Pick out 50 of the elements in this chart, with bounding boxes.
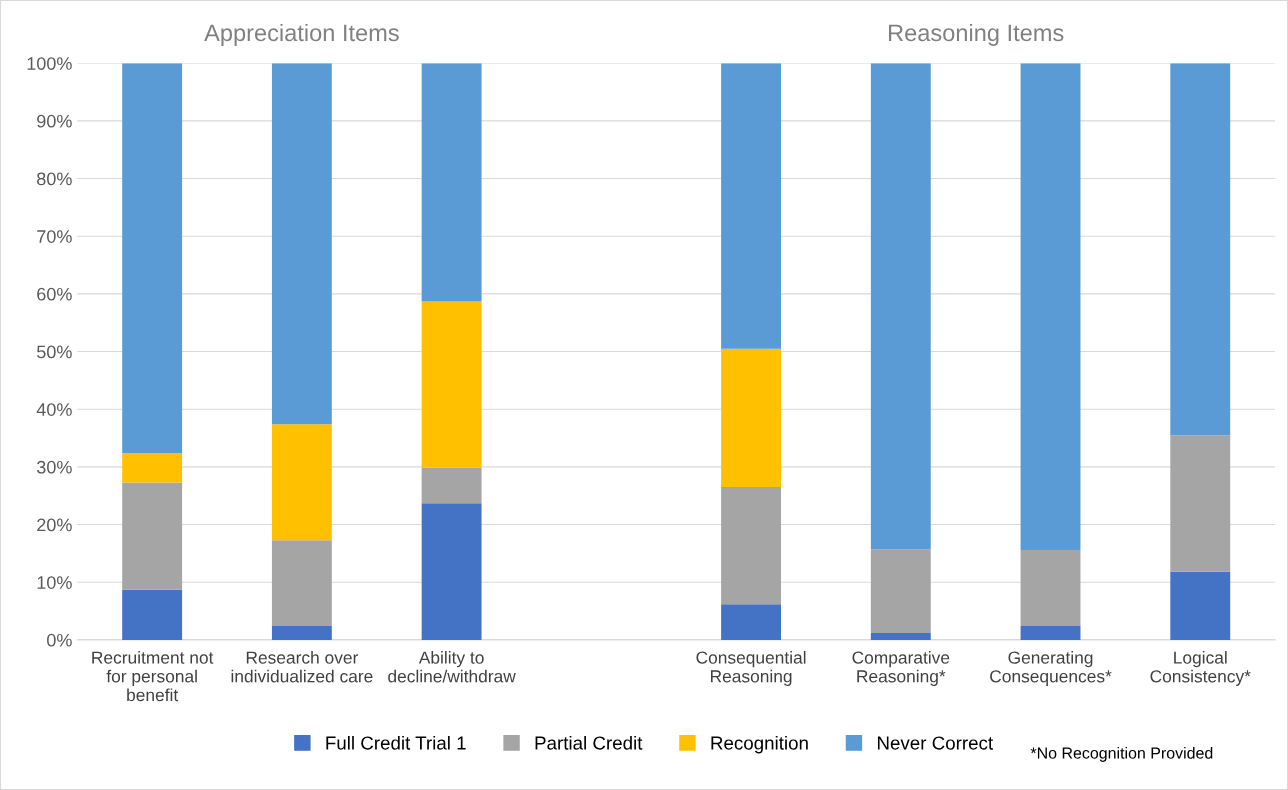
y-tick-label: 100% [27, 57, 72, 70]
text: *No Recognition Provided [1030, 747, 1213, 762]
y-tick-label: 20% [37, 518, 72, 532]
y-tick-label: 70% [37, 230, 72, 243]
bar [122, 63, 183, 454]
bar [870, 632, 931, 640]
bar [271, 540, 332, 627]
text: Appreciation Items [204, 23, 399, 46]
legend-label: Partial Credit [535, 735, 643, 750]
x-tick-label: Research over individualized care [231, 651, 373, 683]
bar [1020, 626, 1081, 640]
y-tick-label: 90% [37, 114, 72, 128]
x-tick-label: Consequential Reasoning [696, 651, 806, 686]
bar [870, 63, 931, 550]
bar [721, 604, 782, 640]
bar [271, 626, 332, 640]
bar [421, 301, 482, 468]
x-tick-label: Logical Consistency* [1150, 651, 1251, 686]
y-tick-label: 10% [37, 576, 72, 589]
bar [271, 63, 332, 425]
bar [1170, 435, 1231, 572]
bar [122, 482, 183, 590]
y-tick-label: 30% [36, 460, 72, 474]
x-tick-label: Comparative Reasoning* [852, 651, 950, 686]
legend-label: Full Credit Trial 1 [326, 735, 466, 750]
bar [870, 549, 931, 633]
y-tick-label: 60% [37, 287, 72, 301]
y-tick-label: 50% [37, 345, 72, 359]
bar [721, 487, 782, 605]
bar [721, 348, 782, 488]
bar [1020, 63, 1081, 550]
x-tick-label: Generating Consequences* [990, 651, 1112, 686]
bar [421, 63, 482, 302]
bar [421, 467, 482, 504]
x-tick-label: Recruitment not for personal benefit [92, 651, 214, 702]
bar [1020, 549, 1081, 627]
y-tick-label: 80% [37, 172, 72, 186]
bar [1170, 571, 1231, 640]
legend-label: Never Correct [877, 736, 993, 750]
bar [421, 503, 482, 640]
bar [1170, 63, 1231, 436]
y-tick-label: 0% [47, 633, 72, 647]
bar [122, 453, 183, 483]
bar [122, 589, 183, 640]
bar [271, 424, 332, 541]
bar [721, 63, 782, 349]
legend-label: Recognition [711, 735, 808, 754]
x-tick-label: Ability to decline/withdraw [388, 651, 516, 683]
y-tick-label: 40% [36, 403, 72, 416]
text: Reasoning Items [889, 23, 1064, 46]
